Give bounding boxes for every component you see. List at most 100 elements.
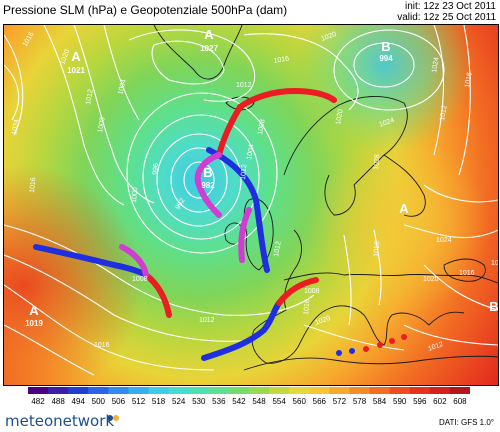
- isobar-label: 1012: [439, 105, 449, 122]
- scale-swatch: [88, 387, 109, 394]
- center-letter: B: [381, 39, 390, 54]
- center-letter: A: [29, 303, 39, 318]
- weather-map: A 1027 A 1021 B 994 B 982 A A 1019 B 101…: [3, 24, 499, 386]
- isobar-label: 1012: [85, 89, 95, 106]
- scale-label: 548: [252, 397, 266, 406]
- scale-label: 596: [413, 397, 427, 406]
- scale-label: 590: [392, 397, 407, 406]
- scale-label: 572: [332, 397, 347, 406]
- front-dots: [336, 334, 407, 356]
- isobars: [4, 25, 498, 376]
- isobar-label: 1024: [378, 117, 395, 129]
- center-value: 994: [379, 54, 393, 63]
- scale-swatch: [188, 387, 210, 394]
- fronts: [33, 87, 337, 361]
- isobar-label: 992: [175, 197, 187, 211]
- scale-label: 494: [71, 397, 85, 406]
- scale-swatch: [269, 387, 290, 394]
- isobar-label: 1020: [59, 49, 71, 66]
- scale-swatch: [389, 387, 411, 394]
- scale-swatch: [48, 387, 69, 394]
- scale-label: 518: [151, 397, 166, 406]
- scale-label: 584: [372, 397, 387, 406]
- isobar-label: 1020: [320, 31, 337, 43]
- scale-swatch: [289, 387, 310, 394]
- init-time: init: 12z 23 Oct 2011: [405, 1, 496, 12]
- isobar-label: 1012: [240, 164, 248, 180]
- center-value: 1027: [200, 44, 218, 53]
- scale-swatch: [329, 387, 350, 394]
- center-letter: A: [399, 201, 409, 216]
- map-svg: A 1027 A 1021 B 994 B 982 A A 1019 B 101…: [4, 25, 498, 385]
- scale-swatch: [349, 387, 371, 394]
- isobar-label: 1004: [246, 144, 256, 161]
- scale-label: 566: [312, 397, 326, 406]
- scale-swatch: [108, 387, 129, 394]
- center-letter: B: [203, 165, 212, 180]
- scale-label: 488: [51, 397, 65, 406]
- isobar-label: 1012: [427, 341, 444, 353]
- scale-swatch: [208, 387, 230, 394]
- scale-swatch: [228, 387, 250, 394]
- scale-label: 500: [91, 397, 105, 406]
- scale-label: 560: [292, 397, 306, 406]
- scale-swatch: [409, 387, 431, 394]
- scale-swatch: [449, 387, 470, 394]
- scale-label: 578: [352, 397, 367, 406]
- isobar-label: 1016: [303, 299, 311, 315]
- scale-label: 506: [111, 397, 126, 406]
- isobar-label: 1012: [199, 317, 215, 324]
- isobar-label: 1008: [132, 276, 148, 283]
- scale-swatch: [429, 387, 451, 394]
- isobar-label: 1028: [373, 154, 381, 170]
- isobar-label: 1020: [314, 315, 331, 327]
- coastlines: [153, 25, 498, 371]
- isobar-label: 1024: [436, 237, 452, 244]
- pressure-centers: A 1027 A 1021 B 994 B 982 A A 1019 B: [25, 27, 498, 328]
- run-info: init: 12z 23 Oct 2011 valid: 12z 25 Oct …: [397, 1, 496, 23]
- scale-swatch: [148, 387, 170, 394]
- scale-swatch: [369, 387, 391, 394]
- center-letter: A: [204, 27, 214, 42]
- scale-label: 482: [31, 397, 45, 406]
- isobar-label: 1016: [373, 241, 381, 257]
- scale-label: 542: [232, 397, 246, 406]
- isobar-label: 1016: [464, 72, 474, 89]
- color-scale: [28, 387, 470, 394]
- scale-label: 512: [131, 397, 146, 406]
- scale-swatch: [249, 387, 270, 394]
- isobar-label: 1016: [94, 342, 110, 349]
- chart-title: Pressione SLM (hPa) e Geopotenziale 500h…: [3, 3, 288, 17]
- isobar-label: 1016: [29, 177, 37, 193]
- data-source: DATI: GFS 1.0°: [438, 418, 494, 427]
- isobar-label: 1016: [273, 55, 290, 65]
- isobar-label: 1024: [431, 57, 441, 74]
- isobar-label: 1020: [491, 260, 498, 267]
- isobar-label: 1000: [131, 187, 139, 203]
- scale-swatch: [128, 387, 150, 394]
- center-letter: A: [71, 49, 81, 64]
- scale-label: 530: [192, 397, 206, 406]
- scale-swatch: [28, 387, 49, 394]
- scale-label: 554: [272, 397, 286, 406]
- scale-label: 536: [212, 397, 226, 406]
- isobar-label: 1008: [257, 119, 267, 136]
- isobar-label: 1012: [236, 82, 252, 89]
- scale-label: 602: [433, 397, 447, 406]
- center-value: 1019: [25, 319, 43, 328]
- isobar-label: 996: [152, 163, 160, 175]
- scale-swatch: [168, 387, 190, 394]
- center-value: 1021: [67, 66, 85, 75]
- color-scale-labels: 482 488 494 500 506 512 518 524 530 536 542 548 554 5…: [28, 397, 470, 407]
- scale-label: 524: [171, 397, 186, 406]
- isobar-label: 1012: [273, 241, 283, 258]
- isobar-label: 1020: [335, 109, 345, 126]
- brand-logo: meteonetwork: [5, 412, 115, 430]
- isobar-label: 1024: [11, 119, 21, 136]
- scale-label: 608: [453, 397, 467, 406]
- isobar-label: 1020: [423, 276, 439, 283]
- isobar-label: 1016: [459, 270, 475, 277]
- isobar-label: 1008: [97, 117, 107, 134]
- isobar-label: 1008: [304, 288, 320, 295]
- valid-time: valid: 12z 25 Oct 2011: [397, 12, 496, 23]
